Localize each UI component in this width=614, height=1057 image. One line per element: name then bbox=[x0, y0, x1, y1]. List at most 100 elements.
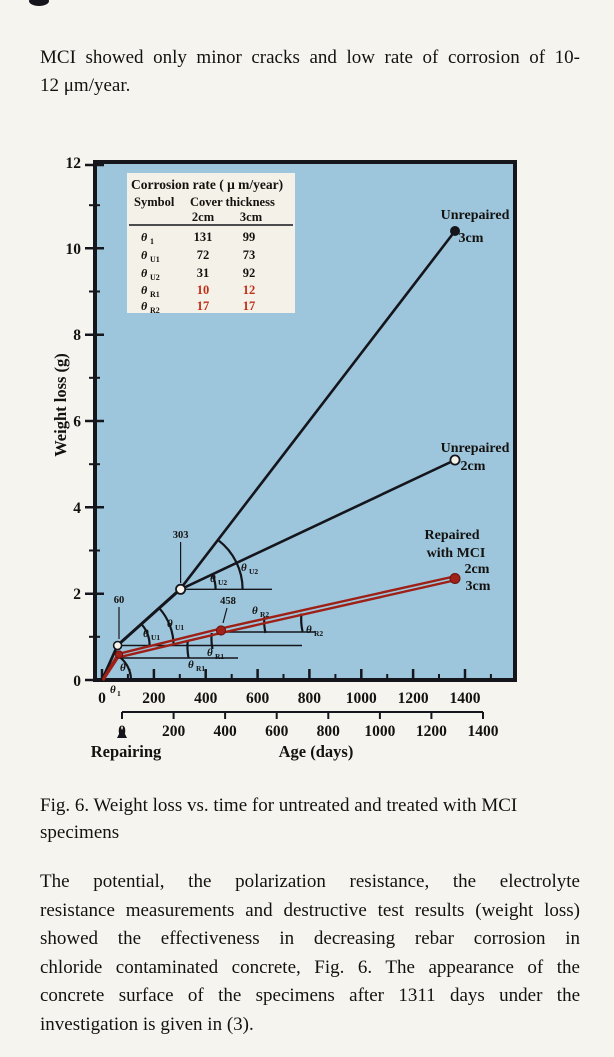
x-axis-2: 0 200 400 600 800 1000 1200 1400 bbox=[118, 711, 499, 740]
legend-row: θ R1 10 12 bbox=[141, 283, 255, 299]
body-line: investigation is given in (3). bbox=[40, 1013, 254, 1035]
svg-text:R2: R2 bbox=[150, 306, 160, 315]
legend-title: Corrosion rate ( μ m/year) bbox=[131, 177, 283, 192]
svg-text:θ: θ bbox=[207, 647, 213, 659]
svg-text:1200: 1200 bbox=[416, 723, 447, 740]
body-line: showed the effectiveness in decreasing r… bbox=[40, 928, 580, 949]
body-line: resistance measurements and destructive … bbox=[40, 899, 580, 921]
svg-text:12: 12 bbox=[66, 155, 82, 172]
repairing-label: Repairing bbox=[91, 742, 162, 761]
svg-text:θ: θ bbox=[143, 628, 149, 640]
series-unrepaired-3cm-line bbox=[100, 230, 457, 681]
legend-row: θ U1 72 73 bbox=[141, 248, 255, 264]
label-unrepaired-2cm: Unrepaired bbox=[441, 441, 510, 456]
svg-text:99: 99 bbox=[243, 230, 256, 244]
y-axis-minor-ticks bbox=[89, 204, 100, 638]
svg-text:800: 800 bbox=[317, 723, 341, 740]
svg-text:θ: θ bbox=[306, 624, 312, 636]
data-point-markers bbox=[112, 226, 461, 659]
x-axis-2-tick-labels: 0 200 400 600 800 1000 1200 1400 bbox=[118, 723, 499, 740]
svg-text:1400: 1400 bbox=[450, 690, 481, 707]
legend-row: θ R2 17 17 bbox=[141, 299, 255, 315]
svg-text:0: 0 bbox=[98, 690, 106, 707]
legend-col-3cm: 3cm bbox=[240, 210, 263, 224]
svg-text:U1: U1 bbox=[150, 255, 160, 264]
body-line: The potential, the polarization resistan… bbox=[40, 871, 580, 892]
svg-text:1400: 1400 bbox=[468, 723, 499, 740]
x-axis-tick-labels: 0 200 400 600 800 1000 1200 1400 bbox=[98, 690, 481, 707]
svg-text:200: 200 bbox=[162, 723, 186, 740]
label-unrepaired-3cm: Unrepaired bbox=[441, 208, 510, 223]
svg-text:U2: U2 bbox=[150, 273, 160, 282]
svg-text:1000: 1000 bbox=[364, 723, 395, 740]
label-458-days: 458 bbox=[220, 596, 236, 607]
svg-text:θ: θ bbox=[141, 248, 148, 262]
label-repaired: Repaired bbox=[425, 528, 480, 543]
svg-text:R2: R2 bbox=[260, 610, 269, 619]
svg-text:U1: U1 bbox=[151, 633, 160, 642]
svg-text:31: 31 bbox=[197, 266, 210, 280]
repairing-marker-icon bbox=[117, 728, 127, 738]
body-line: chloride contaminated concrete, Fig. 6. … bbox=[40, 956, 580, 978]
figure-caption: Fig. 6. Weight loss vs. time for untreat… bbox=[40, 792, 580, 846]
figure-6: 0 2 4 6 8 10 12 Weight loss (g) bbox=[29, 0, 517, 761]
label-60-days: 60 bbox=[114, 595, 125, 606]
svg-text:R1: R1 bbox=[215, 652, 224, 661]
legend-row: θ 1 131 99 bbox=[141, 230, 255, 246]
label-2cm-mid: 2cm bbox=[461, 459, 486, 474]
svg-text:θ: θ bbox=[241, 562, 247, 574]
svg-text:U2: U2 bbox=[249, 567, 258, 576]
svg-text:1: 1 bbox=[128, 667, 132, 676]
svg-text:72: 72 bbox=[197, 248, 210, 262]
x-axis-title: Age (days) bbox=[279, 742, 354, 761]
x-axis-major-ticks bbox=[100, 669, 467, 680]
svg-text:θ: θ bbox=[120, 662, 126, 674]
svg-text:6: 6 bbox=[73, 414, 81, 431]
svg-text:1: 1 bbox=[150, 237, 154, 246]
marker-repair-60-days bbox=[114, 650, 124, 659]
caption-line: Fig. 6. Weight loss vs. time for untreat… bbox=[40, 795, 518, 816]
svg-text:R1: R1 bbox=[150, 290, 160, 299]
label-2cm-bottom: 2cm bbox=[465, 562, 490, 577]
svg-text:600: 600 bbox=[265, 723, 289, 740]
series-repaired-2cm-line bbox=[101, 575, 455, 680]
svg-text:17: 17 bbox=[243, 299, 256, 313]
marker-unrepaired-2cm-end bbox=[449, 454, 461, 466]
svg-text:U2: U2 bbox=[218, 578, 227, 587]
marker-458-days bbox=[215, 625, 227, 636]
legend-panel: Corrosion rate ( μ m/year) Symbol Cover … bbox=[127, 173, 295, 315]
svg-text:θ: θ bbox=[188, 659, 194, 671]
svg-text:R1: R1 bbox=[196, 664, 205, 673]
series-labels: Unrepaired 3cm Unrepaired 2cm Repaired w… bbox=[425, 208, 510, 594]
svg-text:800: 800 bbox=[298, 690, 322, 707]
svg-text:θ: θ bbox=[110, 684, 116, 696]
marker-303-days bbox=[175, 583, 187, 595]
legend-row: θ U2 31 92 bbox=[141, 266, 255, 282]
marker-repaired-end bbox=[449, 573, 461, 584]
y-axis-tick-labels: 0 2 4 6 8 10 12 bbox=[66, 155, 82, 690]
svg-text:10: 10 bbox=[66, 241, 82, 258]
svg-text:R2: R2 bbox=[314, 629, 323, 638]
caption-line: specimens bbox=[40, 822, 120, 843]
label-with-mci: with MCI bbox=[427, 546, 486, 561]
svg-text:θ: θ bbox=[141, 299, 148, 313]
svg-text:1200: 1200 bbox=[398, 690, 429, 707]
svg-text:1: 1 bbox=[117, 689, 121, 698]
y-axis-title: Weight loss (g) bbox=[51, 353, 70, 457]
x-axis-minor-ticks bbox=[126, 674, 492, 680]
svg-text:4: 4 bbox=[73, 500, 81, 517]
svg-text:2: 2 bbox=[73, 586, 81, 603]
svg-text:400: 400 bbox=[194, 690, 218, 707]
angle-labels: θ 1 θ 1 θ U1 θ U1 θ R1 θ R1 θ U2 θ U2 θ … bbox=[110, 562, 323, 698]
svg-text:θ: θ bbox=[167, 618, 173, 630]
intro-line: MCI showed only minor cracks and low rat… bbox=[40, 47, 580, 68]
intro-paragraph: MCI showed only minor cracks and low rat… bbox=[40, 44, 580, 100]
angle-reference-lines bbox=[117, 588, 315, 659]
svg-text:θ: θ bbox=[141, 266, 148, 280]
svg-text:73: 73 bbox=[243, 248, 256, 262]
svg-text:17: 17 bbox=[197, 299, 210, 313]
svg-text:8: 8 bbox=[73, 327, 81, 344]
intro-line: 12 μm/year. bbox=[40, 75, 131, 96]
svg-text:1000: 1000 bbox=[346, 690, 377, 707]
